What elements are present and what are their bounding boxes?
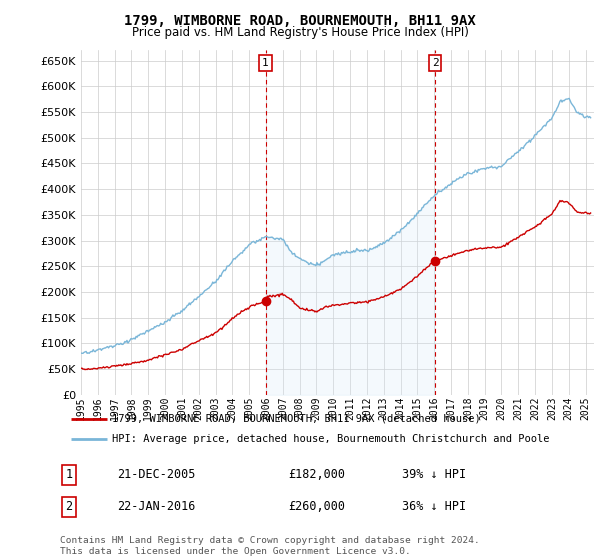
Text: 36% ↓ HPI: 36% ↓ HPI bbox=[402, 500, 466, 514]
Text: 22-JAN-2016: 22-JAN-2016 bbox=[117, 500, 196, 514]
Text: £260,000: £260,000 bbox=[288, 500, 345, 514]
Text: Price paid vs. HM Land Registry's House Price Index (HPI): Price paid vs. HM Land Registry's House … bbox=[131, 26, 469, 39]
Text: HPI: Average price, detached house, Bournemouth Christchurch and Poole: HPI: Average price, detached house, Bour… bbox=[113, 434, 550, 444]
Text: 1: 1 bbox=[65, 468, 73, 482]
Text: Contains HM Land Registry data © Crown copyright and database right 2024.
This d: Contains HM Land Registry data © Crown c… bbox=[60, 536, 480, 556]
Text: 1799, WIMBORNE ROAD, BOURNEMOUTH, BH11 9AX: 1799, WIMBORNE ROAD, BOURNEMOUTH, BH11 9… bbox=[124, 14, 476, 28]
Text: 2: 2 bbox=[65, 500, 73, 514]
Text: 39% ↓ HPI: 39% ↓ HPI bbox=[402, 468, 466, 482]
Text: 1799, WIMBORNE ROAD, BOURNEMOUTH, BH11 9AX (detached house): 1799, WIMBORNE ROAD, BOURNEMOUTH, BH11 9… bbox=[113, 414, 481, 424]
Text: 1: 1 bbox=[262, 58, 269, 68]
Text: 2: 2 bbox=[432, 58, 439, 68]
Text: £182,000: £182,000 bbox=[288, 468, 345, 482]
Text: 21-DEC-2005: 21-DEC-2005 bbox=[117, 468, 196, 482]
